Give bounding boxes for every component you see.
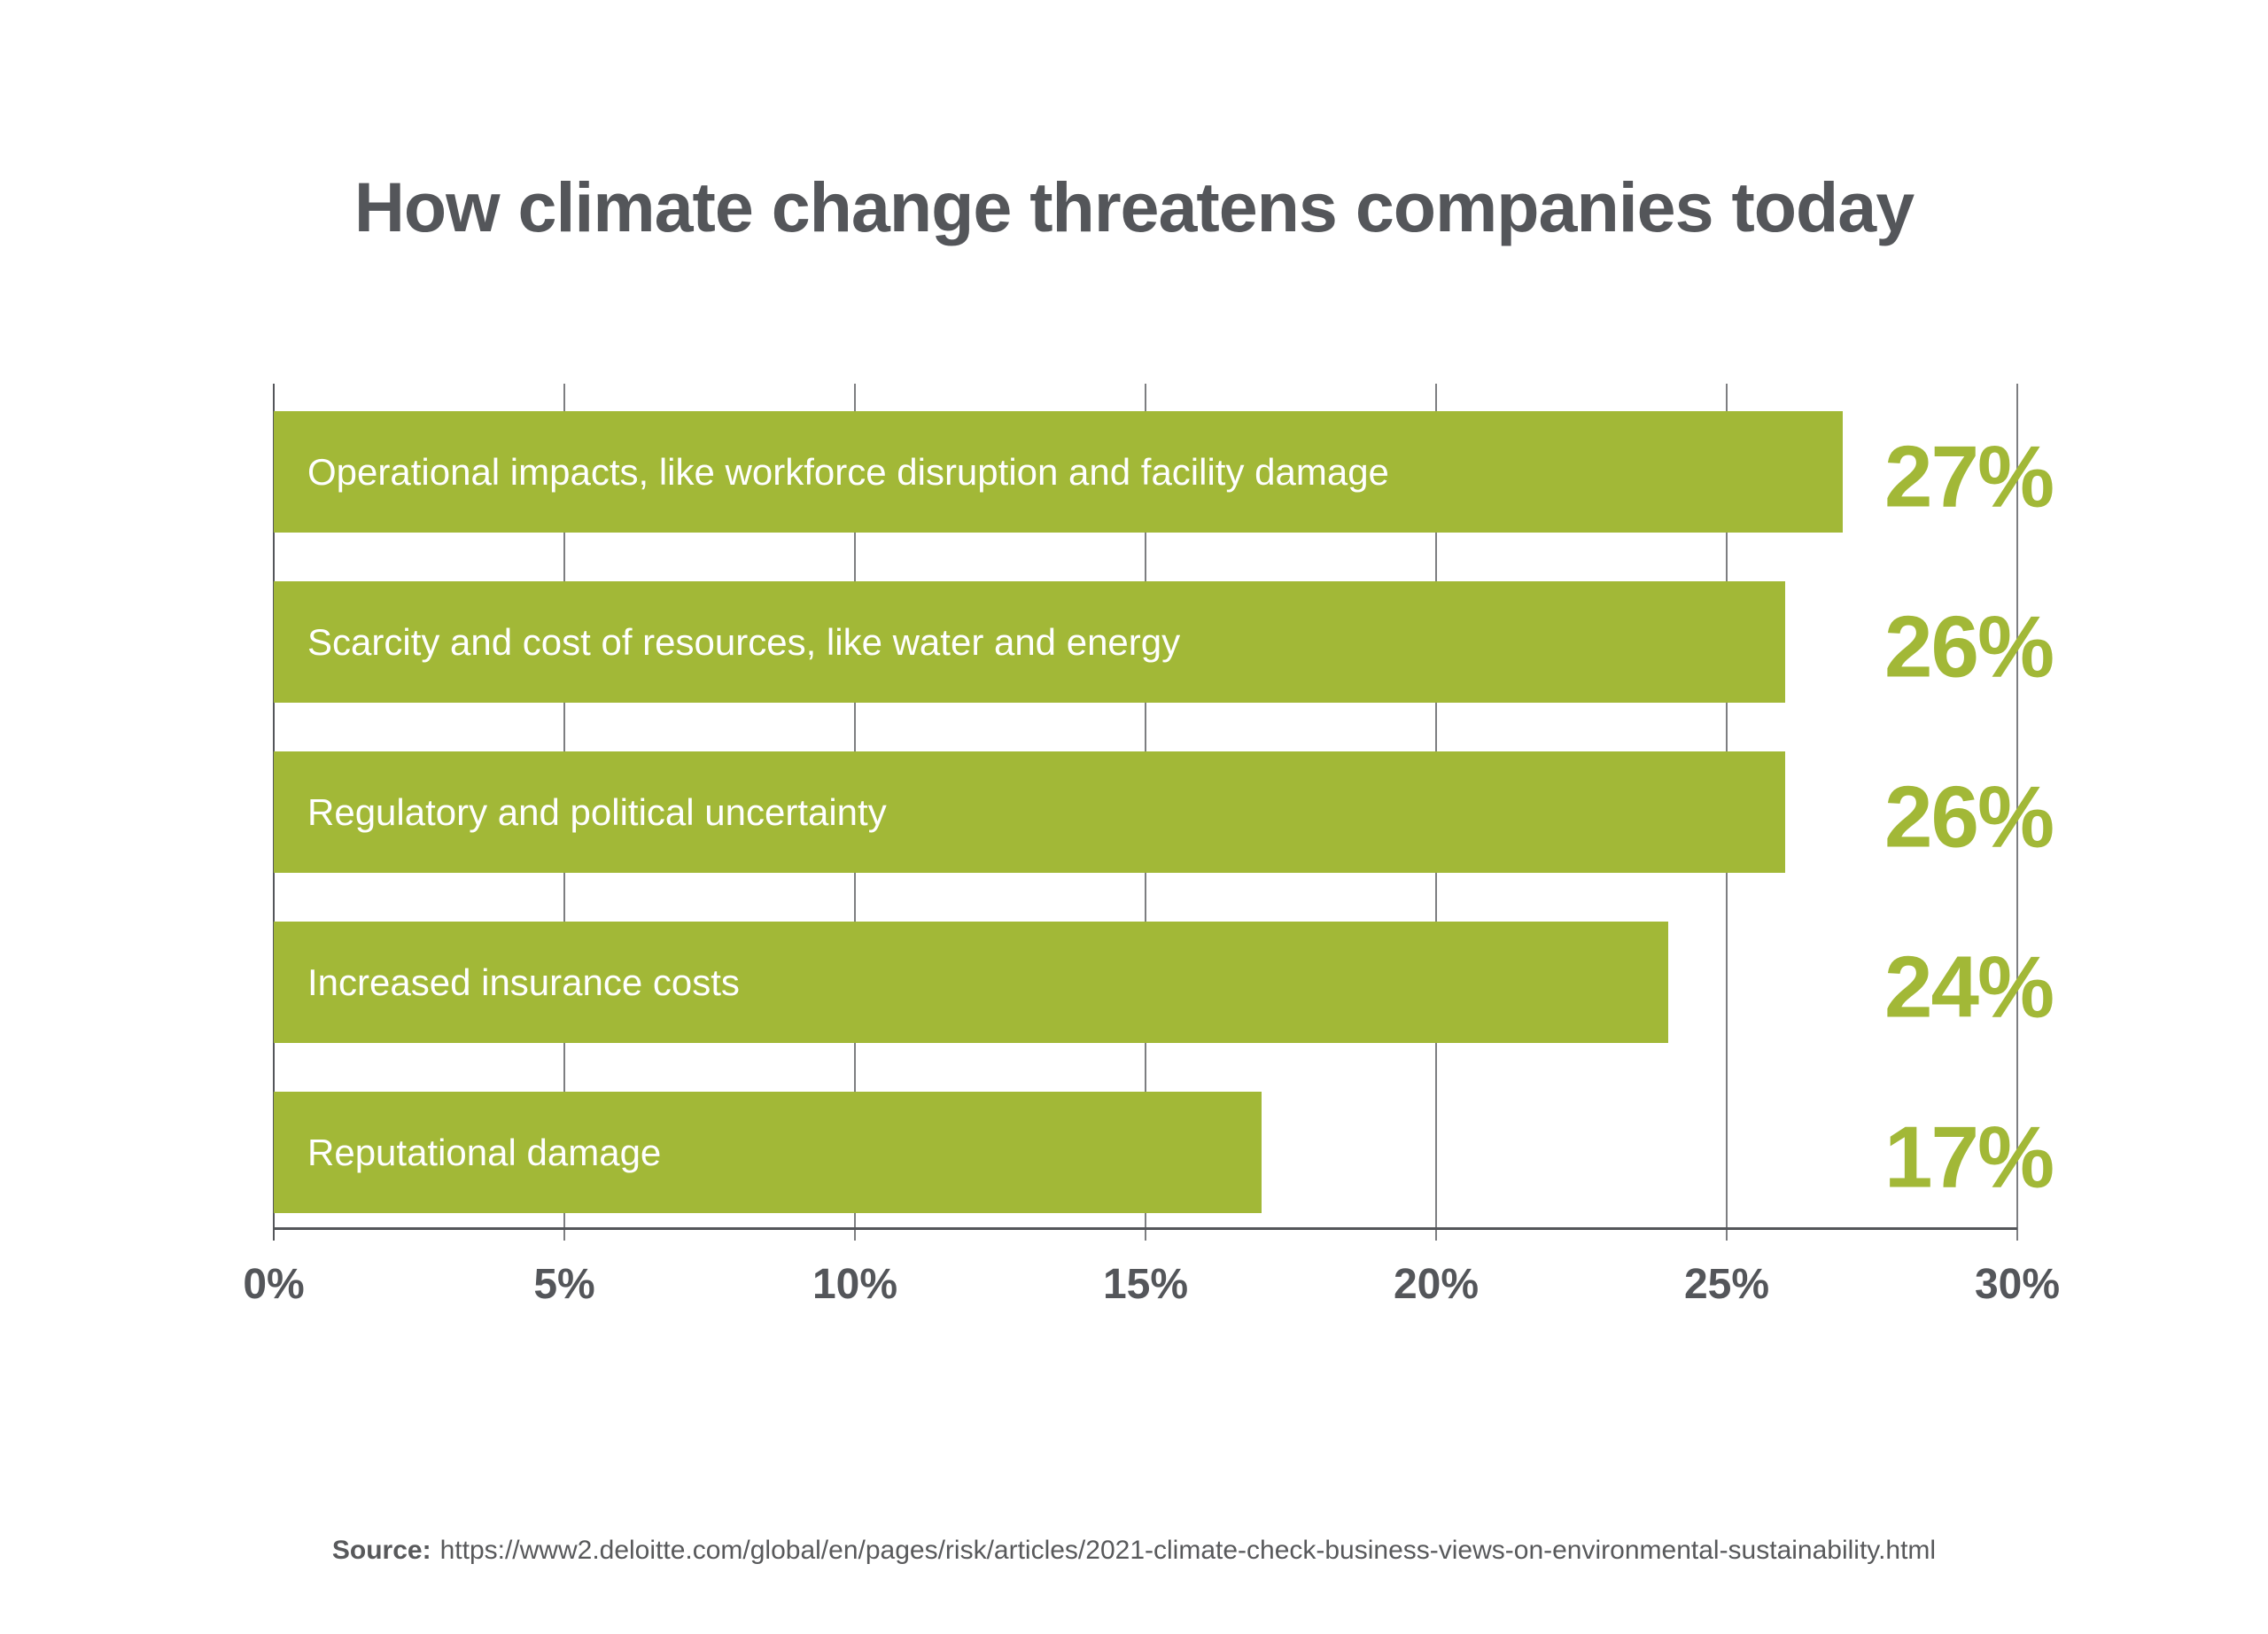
bar-label-3: Increased insurance costs — [307, 961, 740, 1003]
bar-label-0: Operational impacts, like workforce disr… — [307, 450, 1389, 493]
x-tick-label-5pct: 5% — [533, 1261, 595, 1308]
value-label-0: 27% — [1884, 427, 2054, 525]
value-label-4: 17% — [1884, 1108, 2054, 1205]
plot-area: Operational impacts, like workforce disr… — [273, 384, 2018, 1241]
bar-row-4: Reputational damage — [274, 1092, 1262, 1213]
source-url: https://www2.deloitte.com/global/en/page… — [439, 1536, 1937, 1565]
x-tick-label-10pct: 10% — [812, 1261, 898, 1308]
bar-row-0: Operational impacts, like workforce disr… — [274, 411, 1844, 533]
bar-label-1: Scarcity and cost of resources, like wat… — [307, 620, 1181, 663]
x-tick-label-0pct: 0% — [243, 1261, 305, 1308]
value-label-3: 24% — [1884, 938, 2054, 1035]
value-label-1: 26% — [1884, 597, 2054, 695]
source-label: Source: — [331, 1536, 431, 1565]
bar-label-4: Reputational damage — [307, 1131, 662, 1173]
chart-title: How climate change threatens companies t… — [353, 167, 1915, 246]
value-label-2: 26% — [1884, 767, 2054, 865]
x-tick-label-25pct: 25% — [1683, 1261, 1770, 1308]
bar-label-2: Regulatory and political uncertainty — [307, 790, 887, 833]
source-line: Source: https://www2.deloitte.com/global/… — [0, 1536, 2268, 1566]
x-tick-label-20pct: 20% — [1393, 1261, 1480, 1308]
bar-row-1: Scarcity and cost of resources, like wat… — [274, 581, 1785, 703]
x-axis-line — [274, 1227, 2017, 1230]
bar-row-2: Regulatory and political uncertainty — [274, 751, 1785, 873]
x-tick-label-15pct: 15% — [1102, 1261, 1189, 1308]
x-tick-label-30pct: 30% — [1974, 1261, 2061, 1308]
gridline-30pct — [2016, 384, 2018, 1241]
bar-row-3: Increased insurance costs — [274, 922, 1669, 1043]
